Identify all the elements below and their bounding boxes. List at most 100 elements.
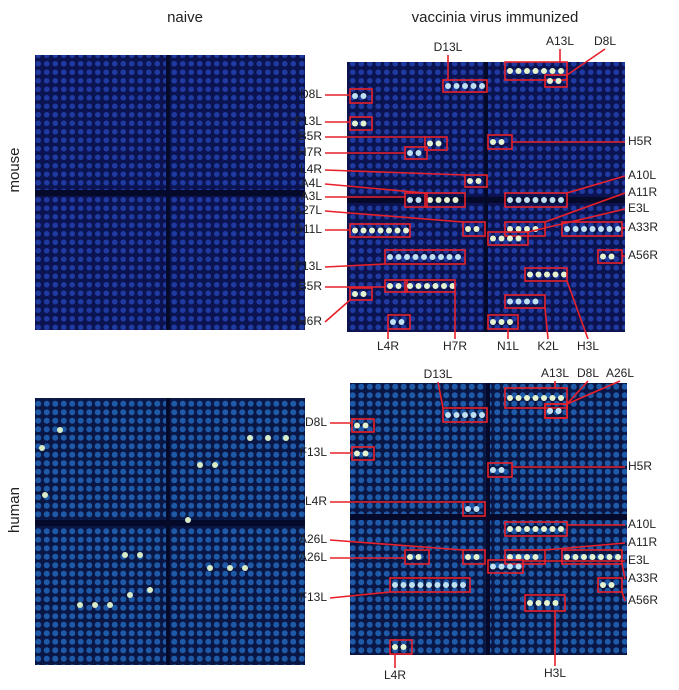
spot [527,271,533,278]
spot [490,235,496,242]
array-panel [350,383,627,655]
spot [558,526,564,532]
spot [507,235,513,242]
protein-label: A10L [628,517,656,531]
spot [561,271,567,278]
leader-line [324,263,386,268]
spot [465,554,471,560]
spot [600,582,606,588]
spot [547,408,553,414]
leader-line [566,380,621,405]
spot [441,283,447,289]
spot [532,395,539,401]
spot [589,554,596,560]
spot [470,412,477,418]
spot [535,271,542,278]
spot [475,178,482,184]
protein-label: D13L [434,40,463,54]
protein-label: H7R [298,145,322,159]
spot [435,140,442,147]
spot [549,395,556,401]
spot [515,526,522,532]
spot [352,291,358,297]
spot [185,517,191,523]
spot [407,554,413,560]
protein-label: A27L [294,203,322,217]
spot [400,644,407,650]
spot [541,197,547,203]
spot [549,68,556,74]
spot [360,291,367,297]
spot [415,150,422,156]
spot [207,565,213,571]
spot [558,395,564,401]
leader-line [324,183,426,194]
highlight-box [349,287,373,301]
highlight-box [387,314,411,330]
protein-label: E3L [628,201,650,215]
spot [524,226,530,232]
leader-line [527,208,626,233]
spot [360,227,367,234]
spot [515,235,522,242]
spot [490,563,496,570]
spot [498,235,505,242]
spot [549,526,556,532]
spot [39,445,45,451]
highlight-box [504,192,568,208]
spot [462,412,468,418]
highlight-box [442,407,488,423]
spot [498,563,505,570]
highlight-box [504,294,546,309]
protein-label: L4R [300,162,322,176]
spot [403,227,409,234]
protein-label: F13L [300,445,328,459]
highlight-box [487,559,524,574]
spot [532,68,539,74]
leader-line [544,192,626,223]
spot [415,283,422,289]
spot [407,150,413,156]
column-header: naive [167,9,203,26]
spot [498,139,505,145]
leader-line [329,591,391,599]
spot [490,319,496,325]
highlight-box [544,74,568,88]
spot [541,526,547,532]
spot [606,554,613,560]
spot [451,582,458,588]
spot [498,319,505,325]
highlight-box [462,221,486,237]
spot [415,197,422,203]
spot [498,467,505,473]
highlight-box [561,221,623,237]
spot [535,600,542,606]
spot [352,120,358,127]
spot [354,422,360,429]
row-label: human [6,487,23,533]
spot [242,565,248,571]
leader-line [566,280,589,340]
spot [197,462,203,468]
spot [507,197,513,203]
spot [541,395,547,401]
array-panel [35,398,305,665]
spot [524,526,530,532]
spot [490,467,496,473]
spot [552,271,559,278]
protein-label: L4R [384,668,406,682]
column-header: vaccinia virus immunized [412,9,579,26]
protein-label: A56R [628,248,658,262]
spot [453,412,460,418]
spot [400,582,407,588]
spot [446,254,453,260]
spot [452,197,459,203]
spot [558,68,564,74]
array-panel [35,55,305,330]
spot [515,563,522,570]
protein-label: D11L [294,222,322,236]
spot [394,227,401,234]
highlight-box [524,267,568,282]
spot [524,298,530,305]
